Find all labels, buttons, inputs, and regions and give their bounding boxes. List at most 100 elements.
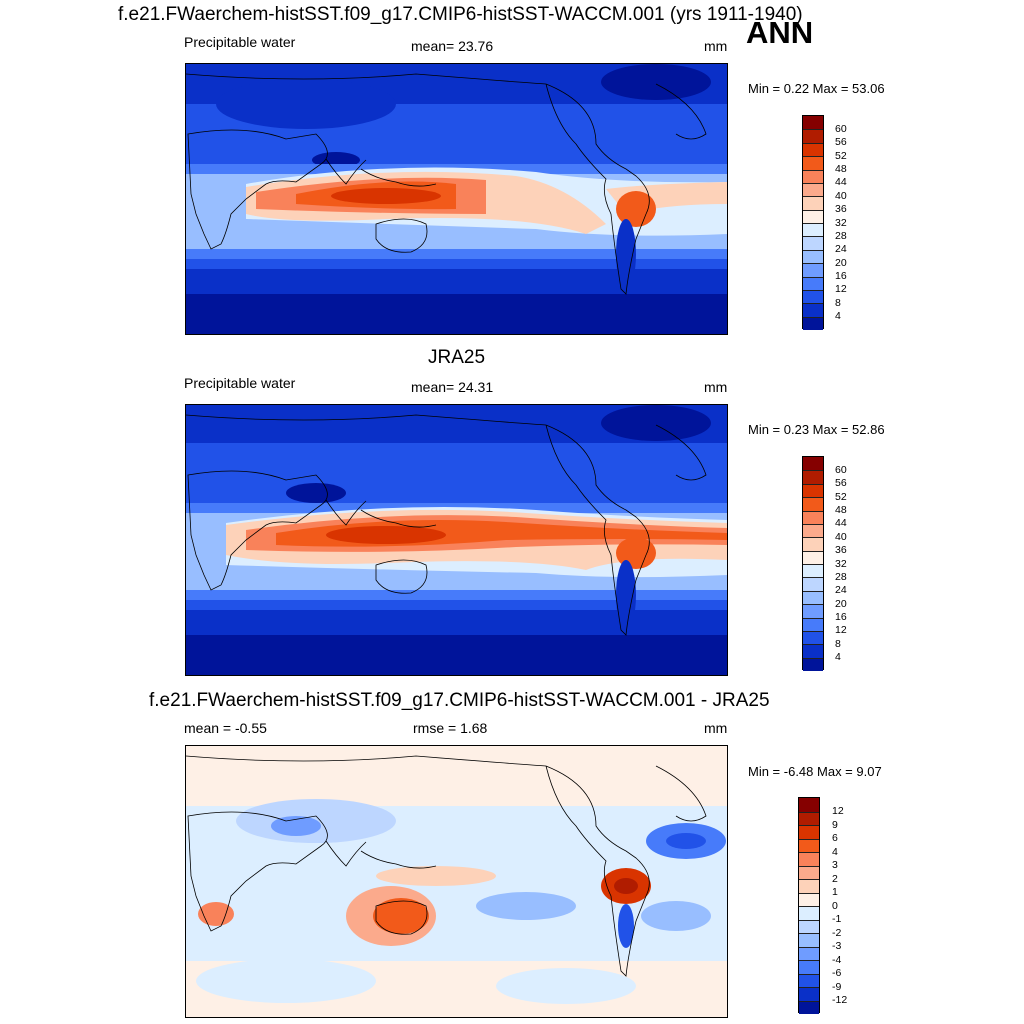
colorbar-segment <box>799 946 819 960</box>
colorbar-tick-label: 4 <box>835 310 841 323</box>
colorbar-segment <box>803 470 823 484</box>
colorbar-segment <box>803 196 823 210</box>
colorbar-tick-label: 60 <box>835 463 847 476</box>
colorbar-segment <box>803 630 823 645</box>
panel3-heading: f.e21.FWaerchem-histSST.f09_g17.CMIP6-hi… <box>149 690 770 711</box>
panel2-minmax: Min = 0.23 Max = 52.86 <box>748 422 885 437</box>
colorbar-tick-label: 40 <box>835 530 847 543</box>
colorbar-segment <box>799 919 819 933</box>
colorbar-tick-label: 12 <box>835 283 847 296</box>
panel1-minmax: Min = 0.22 Max = 53.06 <box>748 81 885 96</box>
colorbar-tick-label: 24 <box>835 584 847 597</box>
colorbar-segment <box>803 209 823 223</box>
colorbar-segment <box>799 1000 819 1014</box>
colorbar-segment <box>803 223 823 237</box>
colorbar-segment <box>803 510 823 524</box>
colorbar-tick-label: 28 <box>835 229 847 242</box>
colorbar-segment <box>803 169 823 183</box>
colorbar-tick-label: 0 <box>832 899 838 912</box>
panel1-variable: Precipitable water <box>184 34 296 50</box>
figure-title: f.e21.FWaerchem-histSST.f09_g17.CMIP6-hi… <box>118 4 803 25</box>
panel3-rmse: rmse = 1.68 <box>413 720 488 736</box>
panel1-map <box>185 63 728 335</box>
panel2-map <box>185 404 728 676</box>
panel2-field <box>186 405 727 675</box>
panel2-heading: JRA25 <box>428 347 486 368</box>
colorbar-segment <box>803 644 823 658</box>
colorbar-segment <box>803 156 823 170</box>
colorbar-tick-label: -3 <box>832 940 842 952</box>
panel3-units: mm <box>704 720 728 736</box>
colorbar-tick-label: -12 <box>832 994 848 1006</box>
colorbar-tick-label: 16 <box>835 270 847 282</box>
colorbar-tick-label: 52 <box>835 149 847 162</box>
colorbar-segment <box>803 604 823 618</box>
colorbar-tick-label: 24 <box>835 243 847 256</box>
panel3-field <box>186 746 727 1017</box>
colorbar-segment <box>803 483 823 498</box>
colorbar-segment <box>803 236 823 250</box>
colorbar-tick-label: 40 <box>835 189 847 202</box>
colorbar-segment <box>799 798 819 812</box>
colorbar-segment <box>799 865 819 879</box>
panel3-map <box>185 745 728 1018</box>
panel1-colorbar <box>802 115 824 330</box>
colorbar-segment <box>803 523 823 538</box>
colorbar-segment <box>803 276 823 290</box>
colorbar-segment <box>799 933 819 947</box>
colorbar-segment <box>803 577 823 591</box>
colorbar-tick-label: 48 <box>835 163 847 175</box>
colorbar-segment <box>799 973 819 987</box>
colorbar-tick-label: 36 <box>835 544 847 557</box>
colorbar-tick-label: 2 <box>832 872 838 885</box>
colorbar-segment <box>803 182 823 197</box>
colorbar-tick-label: 32 <box>835 216 847 229</box>
colorbar-segment <box>803 617 823 631</box>
colorbar-segment <box>799 960 819 974</box>
colorbar-tick-label: 52 <box>835 490 847 503</box>
colorbar-segment <box>803 457 823 471</box>
panel2-mean: mean= 24.31 <box>411 379 494 395</box>
colorbar-segment <box>799 892 819 906</box>
colorbar-segment <box>803 537 823 551</box>
colorbar-segment <box>799 879 819 893</box>
colorbar-segment <box>803 590 823 605</box>
colorbar-tick-label: -6 <box>832 967 842 979</box>
colorbar-segment <box>799 811 819 825</box>
colorbar-segment <box>799 838 819 852</box>
colorbar-tick-label: 4 <box>835 651 841 664</box>
colorbar-segment <box>799 825 819 839</box>
season-label: ANN <box>746 15 814 50</box>
colorbar-segment <box>803 316 823 330</box>
colorbar-segment <box>803 497 823 511</box>
colorbar-segment <box>799 987 819 1001</box>
colorbar-tick-label: 48 <box>835 504 847 516</box>
panel1-units: mm <box>704 38 728 54</box>
colorbar-segment <box>803 142 823 157</box>
colorbar-tick-label: -4 <box>832 953 842 966</box>
panel3-colorbar <box>798 797 820 1014</box>
panel3-mean: mean = -0.55 <box>184 720 267 736</box>
colorbar-tick-label: 44 <box>835 517 847 530</box>
panel3-minmax: Min = -6.48 Max = 9.07 <box>748 764 882 779</box>
colorbar-tick-label: -9 <box>832 980 842 993</box>
colorbar-tick-label: 36 <box>835 203 847 216</box>
colorbar-tick-label: 44 <box>835 176 847 189</box>
colorbar-tick-label: 8 <box>835 296 841 309</box>
colorbar-segment <box>803 263 823 277</box>
panel2-colorbar <box>802 456 824 671</box>
colorbar-tick-label: 9 <box>832 818 838 831</box>
panel2-units: mm <box>704 379 728 395</box>
colorbar-tick-label: -1 <box>832 913 842 925</box>
colorbar-tick-label: 20 <box>835 256 847 269</box>
colorbar-segment <box>799 852 819 866</box>
colorbar-segment <box>803 564 823 578</box>
colorbar-tick-label: 56 <box>835 477 847 490</box>
colorbar-tick-label: 12 <box>835 624 847 637</box>
panel1-field <box>186 64 727 334</box>
colorbar-segment <box>803 289 823 304</box>
colorbar-tick-label: 8 <box>835 637 841 650</box>
colorbar-tick-label: 3 <box>832 859 838 871</box>
colorbar-segment <box>803 249 823 264</box>
colorbar-segment <box>803 129 823 143</box>
